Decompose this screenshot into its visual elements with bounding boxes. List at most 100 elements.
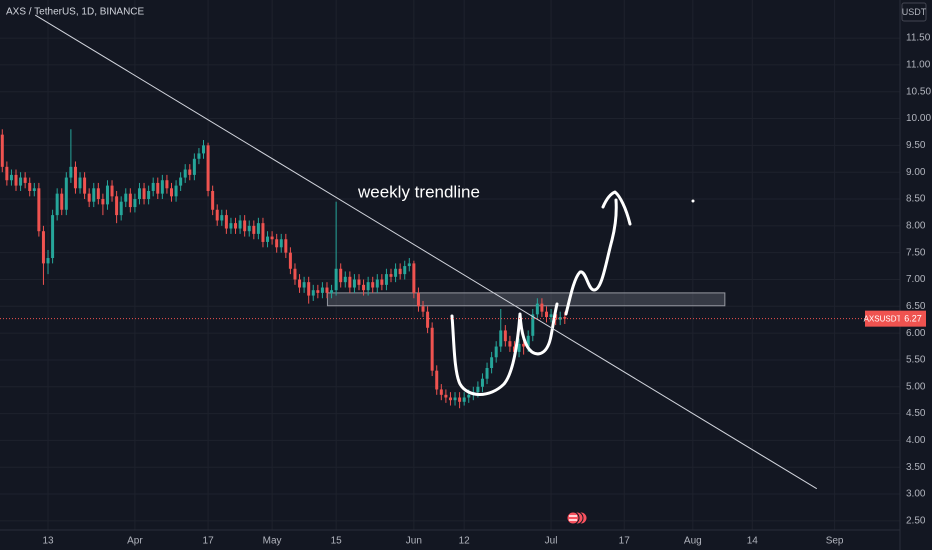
y-tick-label: 9.00 (906, 167, 926, 178)
candle-body (439, 389, 443, 395)
candle-body (188, 169, 192, 175)
y-tick-label: 3.00 (906, 489, 926, 500)
candle-body (307, 282, 311, 296)
candle-body (549, 314, 553, 318)
candle-body (229, 223, 233, 229)
candle-body (508, 341, 512, 347)
candle-body (261, 223, 265, 242)
y-tick-label: 11.50 (906, 33, 931, 44)
candle-body (279, 239, 283, 248)
x-tick-label: Jul (545, 536, 558, 547)
annotation: weekly trendline (357, 182, 480, 201)
candle-body (293, 268, 297, 280)
y-tick-label: 4.50 (906, 408, 926, 419)
candle-body (41, 231, 45, 264)
candle-body (407, 263, 411, 267)
candle-body (430, 327, 434, 371)
plot (0, 129, 726, 409)
candle-body (266, 236, 270, 242)
x-tick-label: Jun (406, 536, 422, 547)
candle-body (224, 215, 228, 229)
candle-body (394, 268, 398, 277)
hand-drawing (450, 190, 632, 396)
candle-body (137, 188, 141, 200)
arrow-head (601, 190, 632, 226)
x-tick-label: 12 (459, 536, 471, 547)
candle-body (69, 166, 73, 178)
candle-body (55, 193, 59, 216)
candle-body (476, 386, 480, 393)
candle-body (357, 279, 361, 285)
x-tick-label: 17 (619, 536, 631, 547)
candle-body (435, 370, 439, 390)
candle-body (389, 274, 393, 277)
candle-body (92, 188, 96, 202)
candle-body (330, 290, 334, 293)
candle-body (128, 193, 132, 208)
candle-body (403, 266, 407, 275)
candle-body (23, 177, 27, 183)
candle-body (522, 343, 526, 347)
candle-body (220, 215, 224, 221)
candle-body (380, 279, 384, 285)
candle-body (316, 290, 320, 293)
candle-body (28, 182, 32, 191)
candle-body (32, 188, 36, 191)
candle-body (458, 397, 462, 402)
x-tick-label: 15 (331, 536, 343, 547)
y-tick-label: 8.50 (906, 194, 926, 205)
y-tick-label: 5.00 (906, 381, 926, 392)
candle-body (165, 180, 169, 189)
candle-body (124, 193, 128, 202)
y-tick-label: 11.00 (906, 60, 931, 71)
candle-body (352, 279, 356, 288)
y-tick-label: 7.00 (906, 274, 926, 285)
last-price-label: 6.27 (904, 314, 922, 324)
candle-body (202, 145, 206, 154)
candle-body (499, 330, 503, 347)
chart-title: AXS / TetherUS, 1D, BINANCE (6, 7, 145, 18)
candle-body (147, 190, 151, 200)
grid (0, 0, 900, 530)
candle-body (101, 199, 105, 205)
y-tick-label: 5.50 (906, 355, 926, 366)
candle-body (366, 282, 370, 291)
x-tick-label: 13 (42, 536, 54, 547)
candle-body (9, 174, 13, 181)
candle-body (348, 276, 352, 288)
candle-body (288, 252, 292, 269)
y-tick-label: 9.50 (906, 140, 926, 151)
candle-body (416, 292, 420, 307)
candle-body (375, 279, 379, 288)
candle-body (87, 193, 91, 202)
candle-body (298, 279, 302, 288)
candle-body (183, 169, 187, 178)
candle-body (362, 284, 366, 291)
candle-body (46, 258, 50, 264)
candle-body (490, 357, 494, 368)
candle-body (563, 317, 567, 319)
candle-body (0, 134, 4, 167)
candle-body (211, 190, 215, 210)
candle-body (325, 287, 329, 293)
candle-body (133, 199, 137, 208)
arrow-drawing (564, 198, 618, 316)
candle-body (453, 397, 457, 401)
y-tick-label: 10.50 (906, 86, 931, 97)
y-tick-label: 4.00 (906, 435, 926, 446)
candle-body (412, 263, 416, 293)
candle-body (64, 177, 68, 210)
candle-body (517, 343, 521, 352)
candle-body (462, 397, 466, 402)
candle-body (544, 311, 548, 318)
last-price-box (900, 310, 926, 327)
candle-body (421, 306, 425, 312)
candle-body (160, 180, 164, 194)
candle-body (398, 268, 402, 275)
currency-box (901, 2, 927, 22)
candle-body (96, 188, 100, 200)
candle-body (284, 239, 288, 253)
x-tick-label: Aug (684, 536, 702, 547)
